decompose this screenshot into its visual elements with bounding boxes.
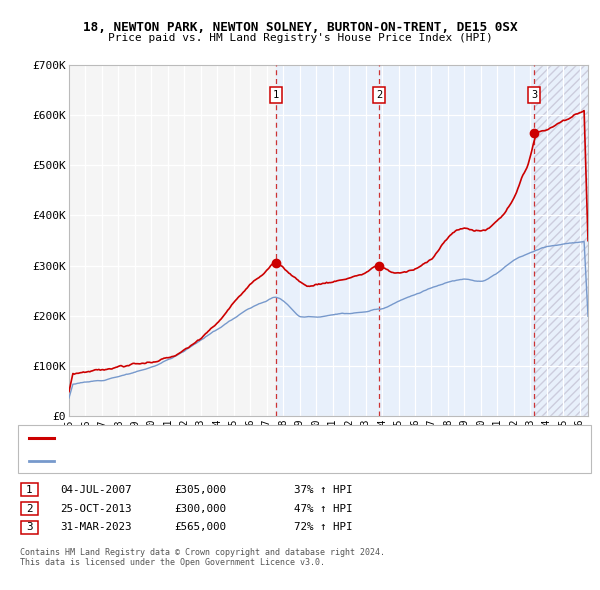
Text: 18, NEWTON PARK, NEWTON SOLNEY, BURTON-ON-TRENT, DE15 0SX: 18, NEWTON PARK, NEWTON SOLNEY, BURTON-O…: [83, 21, 517, 34]
Text: HPI: Average price, detached house, South Derbyshire: HPI: Average price, detached house, Sout…: [60, 457, 333, 466]
Bar: [535, 65, 588, 416]
Text: 3: 3: [26, 523, 32, 532]
Text: £300,000: £300,000: [174, 504, 226, 513]
Text: £565,000: £565,000: [174, 523, 226, 532]
Text: Price paid vs. HM Land Registry's House Price Index (HPI): Price paid vs. HM Land Registry's House …: [107, 33, 493, 43]
Text: 2: 2: [26, 504, 32, 513]
Text: 18, NEWTON PARK, NEWTON SOLNEY, BURTON-ON-TRENT, DE15 0SX (detached house): 18, NEWTON PARK, NEWTON SOLNEY, BURTON-O…: [60, 434, 449, 443]
Text: 72% ↑ HPI: 72% ↑ HPI: [294, 523, 353, 532]
Bar: [275, 65, 379, 416]
Text: 04-JUL-2007: 04-JUL-2007: [60, 485, 131, 494]
Text: 1: 1: [26, 485, 32, 494]
Text: 31-MAR-2023: 31-MAR-2023: [60, 523, 131, 532]
Text: Contains HM Land Registry data © Crown copyright and database right 2024.: Contains HM Land Registry data © Crown c…: [20, 548, 385, 556]
Text: 2: 2: [376, 90, 382, 100]
Text: This data is licensed under the Open Government Licence v3.0.: This data is licensed under the Open Gov…: [20, 558, 325, 567]
Text: 1: 1: [272, 90, 279, 100]
Bar: [379, 65, 535, 416]
Text: 25-OCT-2013: 25-OCT-2013: [60, 504, 131, 513]
Text: 47% ↑ HPI: 47% ↑ HPI: [294, 504, 353, 513]
Text: 3: 3: [532, 90, 538, 100]
Text: 37% ↑ HPI: 37% ↑ HPI: [294, 485, 353, 494]
Text: £305,000: £305,000: [174, 485, 226, 494]
